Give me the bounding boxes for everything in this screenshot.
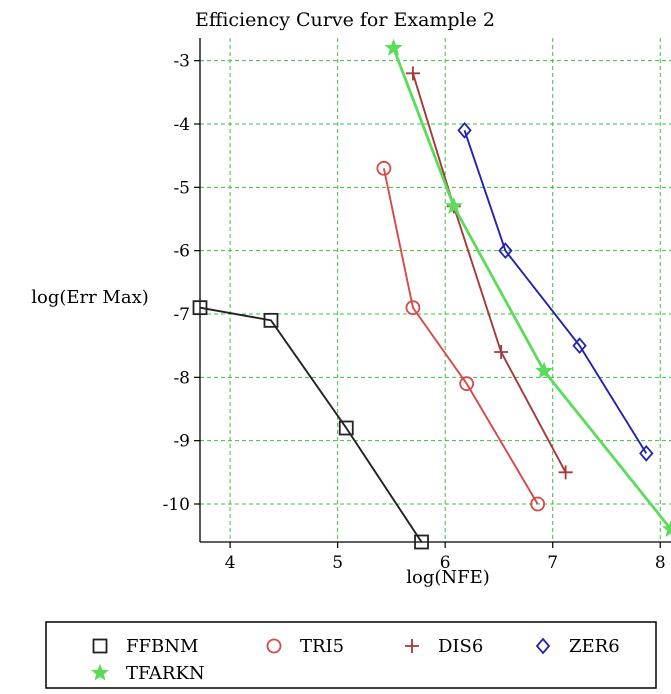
series-tfarkn: [384, 38, 671, 537]
legend-box: [45, 621, 657, 689]
legend: FFBNM TRI5 DIS6 ZER6 TFARKN: [91, 636, 620, 684]
plus-marker: [405, 639, 419, 653]
x-tick-label: 6: [440, 553, 451, 573]
square-marker: [263, 312, 279, 328]
grid-lines: [200, 38, 671, 542]
circle-marker: [530, 496, 546, 512]
legend-label: DIS6: [438, 636, 483, 657]
y-tick-label: -5: [173, 178, 190, 198]
legend-entry-zer6: ZER6: [535, 636, 620, 657]
circle-marker: [376, 160, 392, 176]
diamond-marker: [572, 337, 587, 355]
y-tick-label: -4: [173, 115, 190, 135]
series-tri5: [376, 160, 546, 512]
plus-marker: [558, 465, 573, 480]
y-tick-label: -3: [173, 52, 190, 72]
x-axis-label: log(NFE): [406, 567, 490, 588]
y-tick-label: -7: [173, 305, 190, 325]
circle-marker: [405, 300, 421, 316]
star-marker: [444, 196, 463, 214]
legend-label: TRI5: [300, 636, 344, 657]
series-line: [382, 168, 539, 505]
legend-label: FFBNM: [126, 636, 198, 657]
series-line: [392, 47, 671, 531]
y-tick-label: -6: [173, 242, 190, 262]
star-marker: [662, 519, 671, 537]
x-tick-label: 8: [655, 553, 666, 573]
series-layer: [192, 38, 671, 550]
legend-entry-dis6: DIS6: [405, 636, 483, 657]
legend-entry-ffbnm: FFBNM: [92, 636, 198, 657]
star-marker: [535, 361, 554, 379]
diamond-marker: [535, 637, 551, 655]
chart-title: Efficiency Curve for Example 2: [195, 9, 495, 31]
diamond-marker: [639, 444, 654, 462]
series-line: [412, 73, 567, 473]
circle-marker: [459, 376, 475, 392]
y-axis-label: log(Err Max): [31, 287, 149, 308]
legend-label: ZER6: [569, 636, 620, 657]
series-line: [199, 306, 423, 543]
y-tick-label: -9: [173, 432, 190, 452]
y-tick-label: -8: [173, 368, 190, 388]
diamond-marker: [498, 242, 513, 260]
plus-marker: [405, 66, 420, 81]
legend-entry-tri5: TRI5: [266, 636, 344, 657]
series-ffbnm: [192, 300, 429, 550]
square-marker: [192, 300, 208, 316]
series-zer6: [457, 121, 654, 462]
plus-marker: [494, 345, 509, 359]
legend-entry-tfarkn: TFARKN: [91, 663, 205, 684]
circle-marker: [266, 638, 282, 654]
x-tick-label: 4: [225, 553, 236, 573]
star-marker: [91, 663, 109, 681]
square-marker: [338, 420, 354, 436]
square-marker: [414, 534, 429, 550]
square-marker: [92, 638, 108, 654]
axis-ticks: 4 5 6 7 8 -3 -4 -5 -6 -7 -8 -9 -10: [163, 52, 666, 573]
diamond-marker: [457, 121, 472, 139]
y-tick-label: -10: [163, 495, 190, 515]
star-marker: [384, 38, 403, 56]
x-tick-label: 5: [332, 553, 343, 573]
series-line: [463, 130, 648, 454]
legend-label: TFARKN: [126, 663, 205, 684]
x-tick-label: 7: [547, 553, 558, 573]
